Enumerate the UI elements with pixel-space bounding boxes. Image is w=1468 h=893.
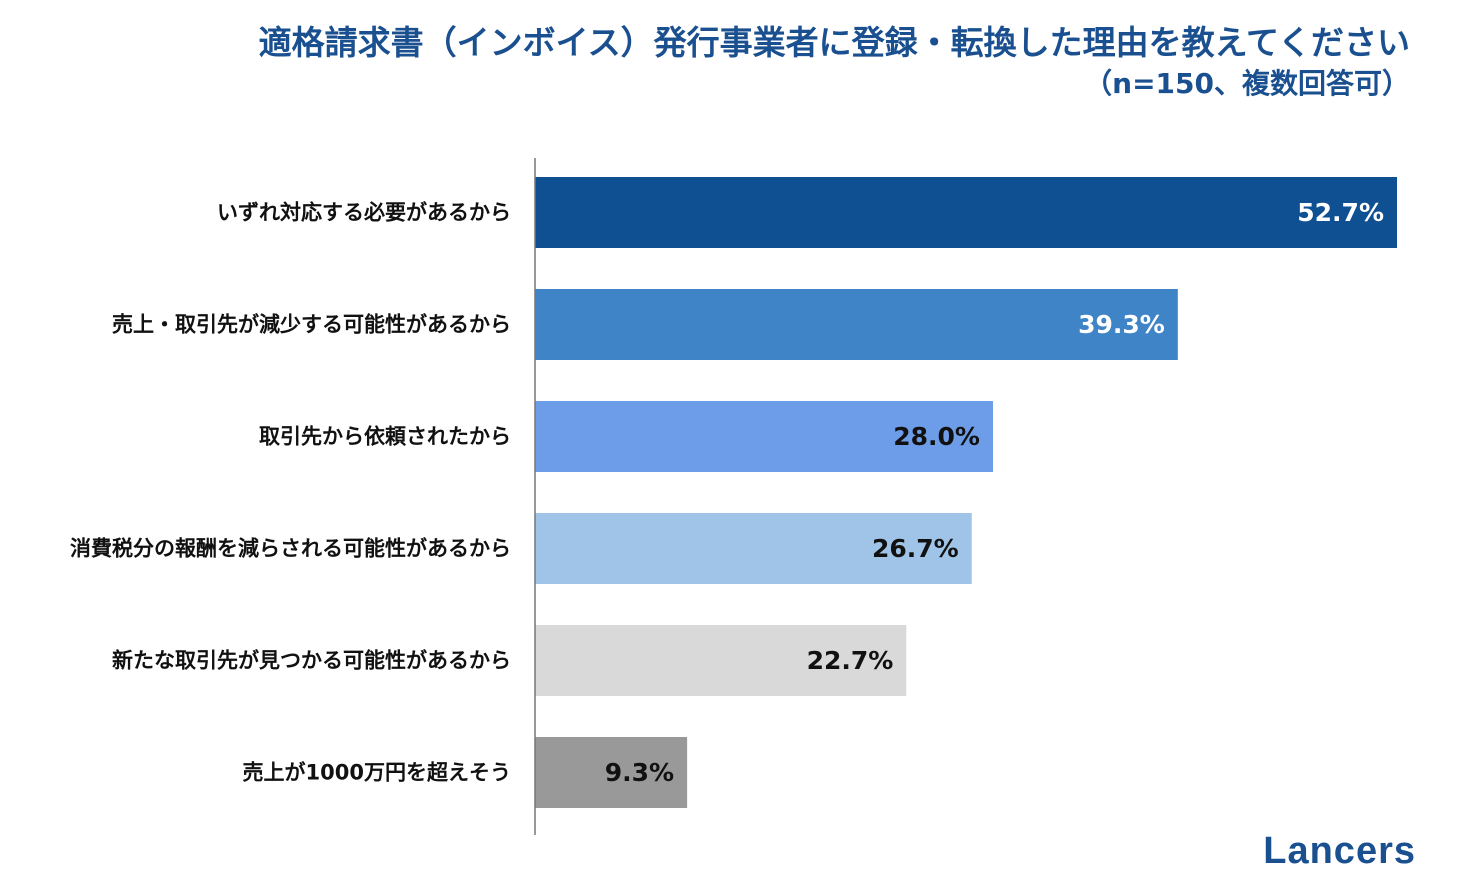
chart-title: 適格請求書（インボイス）発行事業者に登録・転換した理由を教えてください xyxy=(258,23,1410,62)
category-label-2: 取引先から依頼されたから xyxy=(259,425,511,449)
value-label-1: 39.3% xyxy=(1078,310,1165,339)
bar-0 xyxy=(535,177,1397,248)
bar-1 xyxy=(535,289,1178,360)
value-label-5: 9.3% xyxy=(605,758,674,787)
category-label-1: 売上・取引先が減少する可能性があるから xyxy=(112,313,511,337)
category-label-5: 売上が1000万円を超えそう xyxy=(243,761,511,785)
category-label-3: 消費税分の報酬を減らされる可能性があるから xyxy=(70,537,511,561)
value-label-0: 52.7% xyxy=(1297,198,1384,227)
value-label-2: 28.0% xyxy=(893,422,980,451)
bar-3 xyxy=(535,513,972,584)
bar-5 xyxy=(535,737,688,808)
bar-4 xyxy=(535,625,907,696)
bar-2 xyxy=(535,401,993,472)
lancers-logo: Lancers xyxy=(1263,830,1416,872)
value-label-3: 26.7% xyxy=(872,534,959,563)
value-label-4: 22.7% xyxy=(807,646,894,675)
chart-subtitle: （n=150、複数回答可） xyxy=(1084,67,1410,100)
category-label-0: いずれ対応する必要があるから xyxy=(217,201,511,225)
bars-layer: いずれ対応する必要があるから 52.7% 売上・取引先が減少する可能性があるから 39… xyxy=(70,177,1397,808)
category-label-4: 新たな取引先が見つかる可能性があるから xyxy=(112,649,511,673)
